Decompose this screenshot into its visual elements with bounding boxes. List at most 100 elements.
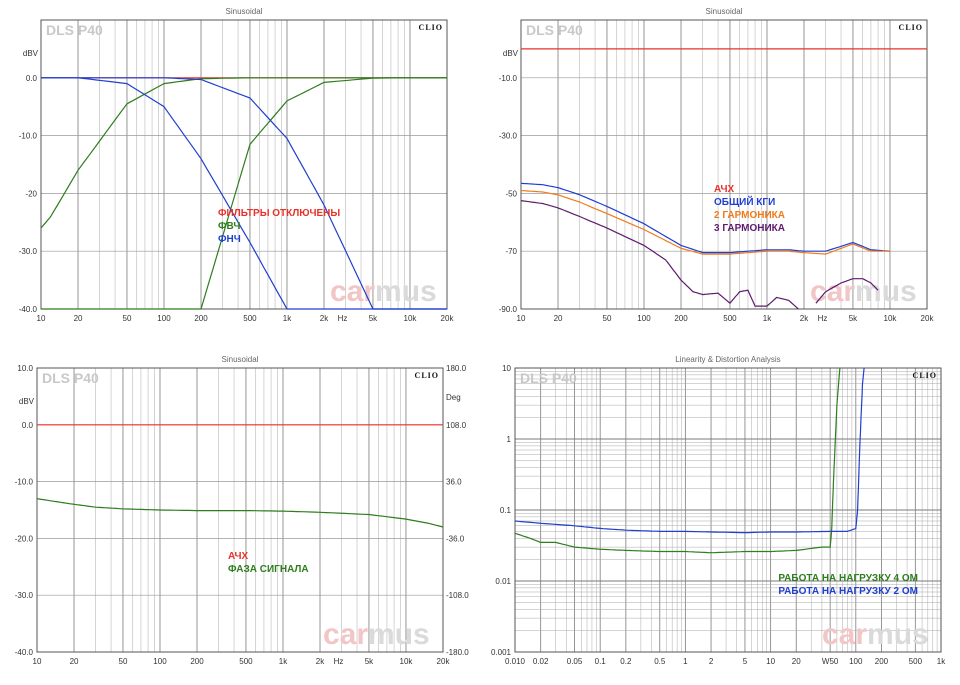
legend-entry: АЧХ <box>228 551 248 562</box>
series-line <box>815 278 879 304</box>
y-tick-label: 1 <box>507 435 512 444</box>
series-line <box>37 498 443 528</box>
x-tick-label: 100 <box>157 314 171 323</box>
x-tick-label: 2k <box>800 314 809 323</box>
x-tick-label: 50 <box>119 657 128 666</box>
x-tick-label: 1k <box>937 657 946 666</box>
x-tick-label: 5k <box>849 314 858 323</box>
clio-logo: CLIO <box>899 23 923 32</box>
plot-frame <box>514 367 942 653</box>
y2-tick-label: -180.0 <box>446 648 469 657</box>
x-tick-label: 0.2 <box>620 657 632 666</box>
x-tick-label: 0.010 <box>505 657 526 666</box>
y2-tick-label: 36.0 <box>446 478 462 487</box>
x-tick-label: 500 <box>239 657 253 666</box>
x-tick-label: 10 <box>33 657 42 666</box>
plot-area <box>521 20 927 309</box>
y-tick-label: 0.001 <box>491 648 512 657</box>
legend-entry: ФНЧ <box>218 234 241 245</box>
legend-entry: РАБОТА НА НАГРУЗКУ 4 ОМ <box>778 573 918 584</box>
x-grid <box>40 20 448 309</box>
x-tick-label: 2k <box>316 657 325 666</box>
x-unit-label: Hz <box>334 657 344 666</box>
legend-entry: ОБЩИЙ КГИ <box>714 195 775 208</box>
x-tick-label: 10k <box>404 314 418 323</box>
x-tick-label: 10k <box>884 314 898 323</box>
x-tick-label: 20 <box>792 657 801 666</box>
brand-label: DLS P40 <box>526 22 583 38</box>
x-unit-label: Hz <box>818 314 828 323</box>
y-tick-label: -30.0 <box>15 591 34 600</box>
series-line <box>41 77 447 310</box>
watermark-part: mus <box>867 618 929 651</box>
watermark-part: car <box>330 275 375 308</box>
x-tick-label: 5 <box>743 657 748 666</box>
chart-title: Linearity & Distortion Analysis <box>675 355 780 364</box>
y-tick-label: 0.0 <box>22 421 34 430</box>
y-tick-label: -40.0 <box>19 305 38 314</box>
series-line <box>521 182 891 254</box>
chart-panel-4: carmus Linearity & Distortion Analysis DLS… <box>491 355 946 666</box>
watermark-part: car <box>323 618 368 651</box>
plot-frame <box>520 19 928 310</box>
x-tick-label: 20k <box>437 657 451 666</box>
x-tick-label: 100 <box>849 657 863 666</box>
y-tick-label: -10.0 <box>499 74 518 83</box>
y-tick-label: -20.0 <box>15 534 34 543</box>
x-tick-label: 500 <box>909 657 923 666</box>
x-tick-label: 20k <box>441 314 455 323</box>
legend-entry: 2 ГАРМОНИКА <box>714 210 785 221</box>
x-tick-label: 50 <box>603 314 612 323</box>
x-tick-label: 10 <box>37 314 46 323</box>
y2-tick-label: 108.0 <box>446 421 467 430</box>
x-tick-label: 1k <box>279 657 288 666</box>
x-tick-label: W50 <box>822 657 839 666</box>
x-tick-label: 20 <box>554 314 563 323</box>
x-tick-label: 2 <box>709 657 714 666</box>
legend-entry: 3 ГАРМОНИКА <box>714 223 785 234</box>
x-tick-label: 5k <box>365 657 374 666</box>
y-tick-label: -50 <box>505 189 517 198</box>
x-tick-label: 100 <box>637 314 651 323</box>
y-axis-label: dBV <box>23 49 39 58</box>
x-tick-label: 0.5 <box>654 657 666 666</box>
series-line <box>515 367 865 534</box>
x-tick-label: 10 <box>766 657 775 666</box>
x-tick-label: 500 <box>723 314 737 323</box>
legend-entry: РАБОТА НА НАГРУЗКУ 2 ОМ <box>778 586 918 597</box>
y-axis-label: dBV <box>19 397 35 406</box>
x-tick-label: 20k <box>921 314 935 323</box>
series-line <box>521 189 890 255</box>
legend-entry: АЧХ <box>714 184 734 195</box>
x-tick-label: 20 <box>70 657 79 666</box>
chart-panel-1: carmus Sinusoidal DLS P40 CLIO dBV 10 20 50 100 2… <box>19 7 455 323</box>
series-line <box>521 200 799 310</box>
watermark-part: mus <box>368 618 430 651</box>
brand-label: DLS P40 <box>46 22 103 38</box>
y-tick-label: 0.0 <box>26 74 38 83</box>
y-tick-label: -70 <box>505 247 517 256</box>
series-group <box>515 367 865 554</box>
legend-entry: ФВЧ <box>218 221 240 232</box>
x-tick-label: 20 <box>74 314 83 323</box>
x-tick-label: 1k <box>763 314 772 323</box>
y-tick-label: -30.0 <box>499 132 518 141</box>
x-tick-label: 1k <box>283 314 292 323</box>
x-tick-label: 1 <box>683 657 688 666</box>
plot-frame <box>40 19 448 310</box>
chart-title: Sinusoidal <box>226 7 263 16</box>
x-tick-label: 50 <box>123 314 132 323</box>
y-tick-label: -30.0 <box>19 247 38 256</box>
y2-tick-label: 180.0 <box>446 364 467 373</box>
legend-entry: ФИЛЬТРЫ ОТКЛЮЧЕНЫ <box>218 208 340 219</box>
clio-logo: CLIO <box>913 371 937 380</box>
x-tick-label: 200 <box>194 314 208 323</box>
chart-title: Sinusoidal <box>222 355 259 364</box>
x-tick-label: 0.1 <box>595 657 607 666</box>
x-tick-label: 10k <box>400 657 414 666</box>
chart-panel-3: carmus Sinusoidal DLS P40 CLIO dBV Deg 10 20 50 1… <box>15 355 469 666</box>
clio-logo: CLIO <box>419 23 443 32</box>
y-tick-label: -20 <box>25 189 37 198</box>
